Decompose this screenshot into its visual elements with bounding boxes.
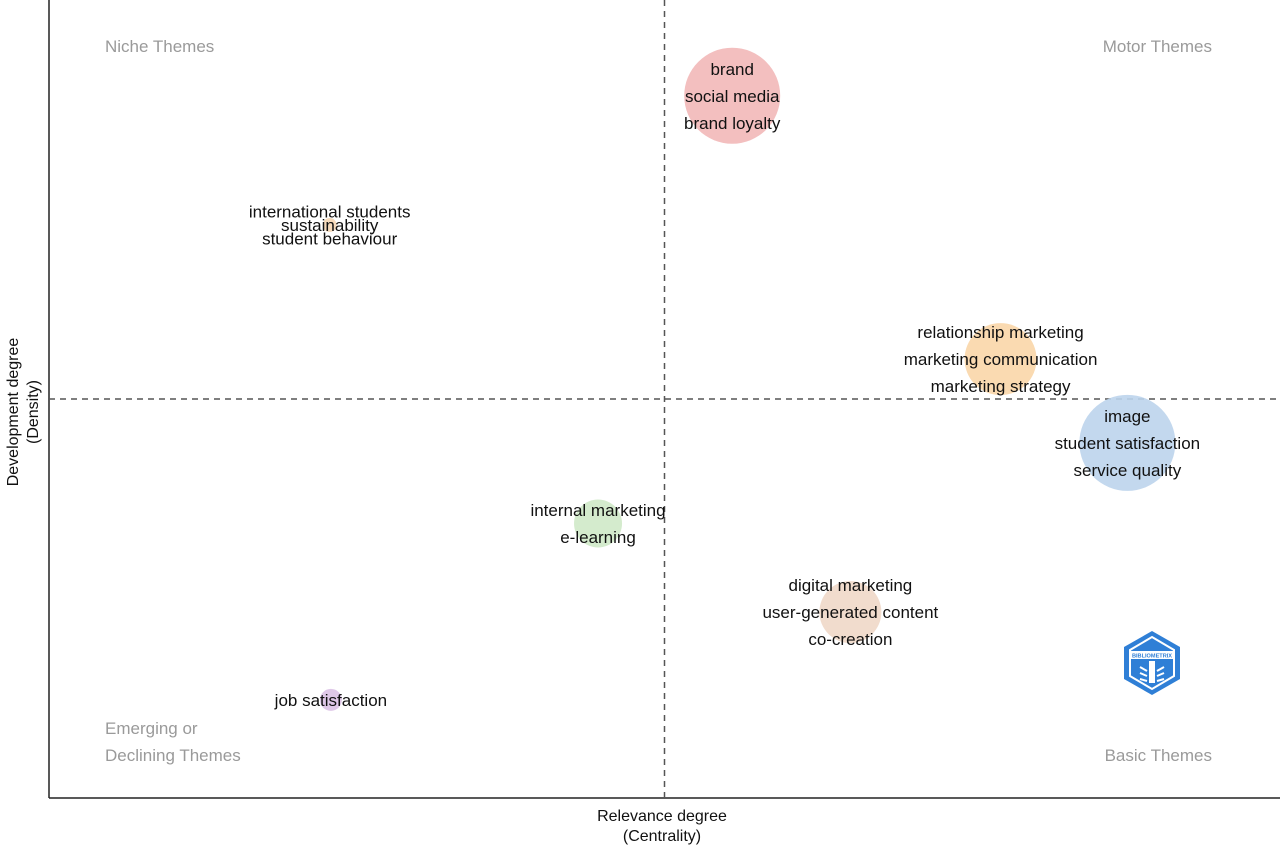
cluster-7-label-1: job satisfaction [274, 691, 387, 710]
cluster-4-label-3: service quality [1073, 461, 1181, 480]
cluster-6-label-2: user-generated content [762, 603, 938, 622]
x-axis-title: Relevance degree [597, 808, 727, 825]
cluster-5-label-2: e-learning [560, 528, 636, 547]
quadrant-emerging-line-2: Declining Themes [105, 746, 241, 765]
cluster-bubble-1 [684, 47, 781, 144]
cluster-bubble-5 [574, 499, 623, 548]
cluster-3-label-3: marketing strategy [931, 377, 1071, 396]
cluster-1-label-3: brand loyalty [684, 114, 781, 133]
quadrant-emerging-line-1: Emerging or [105, 719, 198, 738]
quadrant-motor-themes: Motor Themes [1103, 37, 1212, 56]
cluster-bubble-2 [322, 218, 337, 233]
cluster-bubble-4 [1079, 394, 1176, 491]
y-axis-subtitle: (Density) [25, 380, 42, 444]
cluster-4-label-2: student satisfaction [1055, 434, 1201, 453]
cluster-4-label-1: image [1104, 407, 1150, 426]
cluster-2-label-2: sustainability [281, 216, 379, 235]
cluster-1-label-2: social media [685, 87, 780, 106]
cluster-5-label-1: internal marketing [530, 501, 665, 520]
cluster-3-label-2: marketing communication [904, 350, 1098, 369]
cluster-bubble-7 [319, 688, 342, 711]
quadrant-basic-themes: Basic Themes [1105, 746, 1212, 765]
cluster-2-label-1: international students [249, 203, 411, 222]
cluster-1-label-1: brand [710, 60, 753, 79]
quadrant-niche-themes: Niche Themes [105, 37, 214, 56]
bibliometrix-logo: BIBLIOMETRIX [1124, 631, 1180, 695]
cluster-bubble-3 [964, 323, 1037, 396]
x-axis-subtitle: (Centrality) [623, 828, 701, 845]
cluster-bubble-6 [819, 581, 882, 644]
cluster-group: brand social media brand loyalty internatio… [249, 47, 1201, 711]
cluster-6-label-3: co-creation [808, 630, 892, 649]
logo-text: BIBLIOMETRIX [1132, 653, 1172, 659]
y-axis-title: Development degree [5, 338, 22, 487]
cluster-2-label-3: student behaviour [262, 230, 397, 249]
cluster-3-label-1: relationship marketing [917, 323, 1083, 342]
cluster-6-label-1: digital marketing [788, 576, 912, 595]
